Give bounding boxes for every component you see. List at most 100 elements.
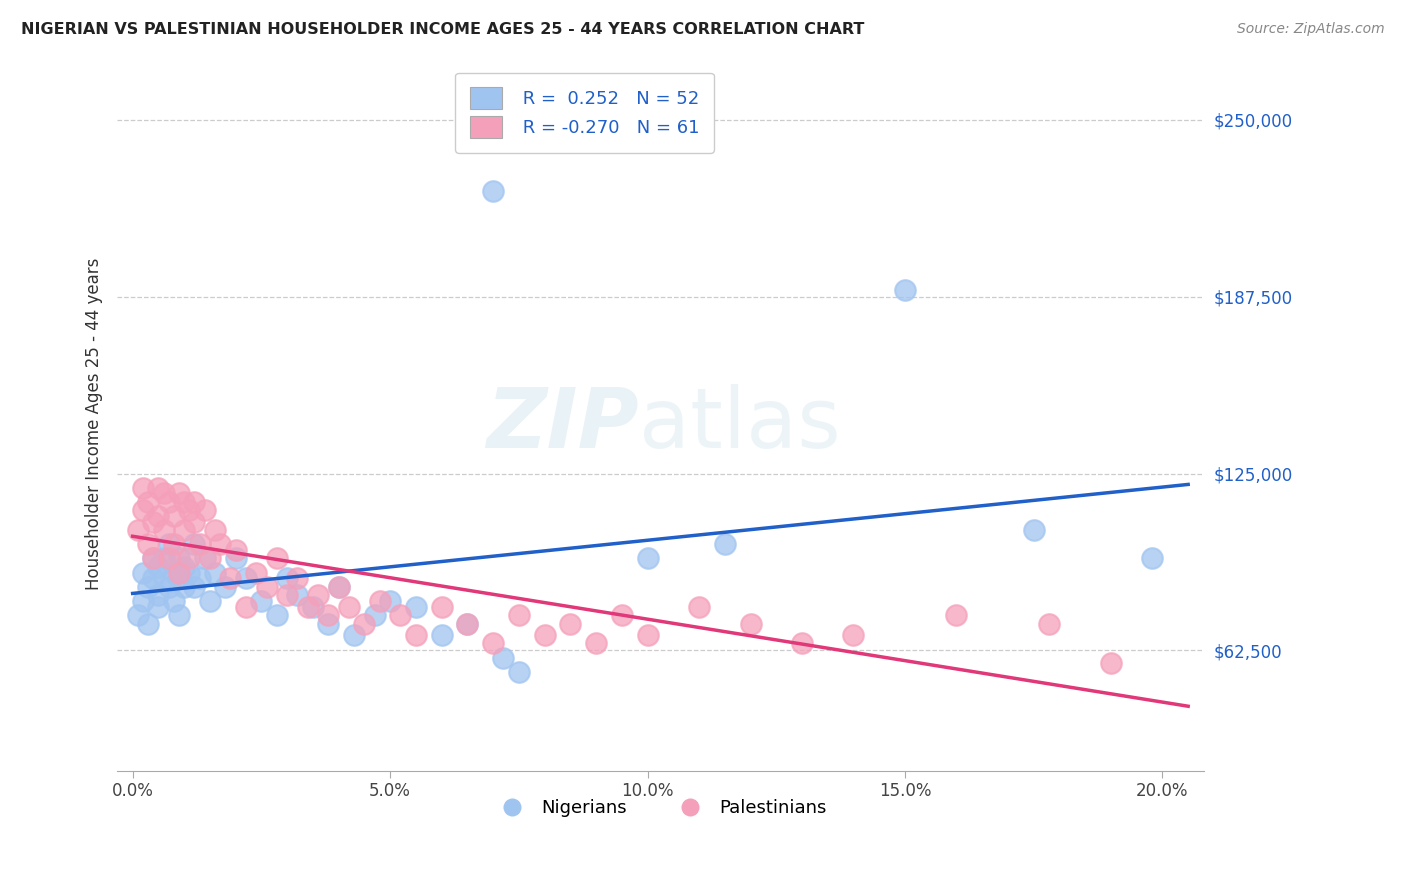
Point (157, 537, 180, 551)
Point (245, 566, 267, 580)
Point (163, 566, 186, 580)
Point (430, 628, 453, 642)
Point (430, 599, 453, 614)
Point (142, 571, 165, 585)
Point (637, 628, 659, 642)
Point (132, 481, 155, 495)
Point (142, 551, 165, 566)
Point (713, 537, 735, 551)
Point (266, 608, 288, 623)
Point (225, 551, 247, 566)
Point (157, 580, 180, 594)
Point (167, 551, 190, 566)
Point (363, 608, 385, 623)
Point (302, 599, 325, 614)
Point (173, 495, 195, 509)
Point (637, 551, 659, 566)
Point (307, 588, 329, 602)
Point (173, 560, 195, 574)
Text: atlas: atlas (638, 384, 841, 465)
Point (368, 594, 391, 608)
Point (179, 503, 201, 517)
Point (235, 571, 257, 585)
Point (152, 486, 174, 500)
Point (136, 580, 159, 594)
Point (214, 580, 236, 594)
Point (533, 628, 555, 642)
Point (188, 537, 211, 551)
Point (343, 628, 366, 642)
Point (328, 580, 350, 594)
Point (508, 608, 530, 623)
Point (183, 495, 205, 509)
Point (204, 523, 226, 537)
Y-axis label: Householder Income Ages 25 - 44 years: Householder Income Ages 25 - 44 years (86, 258, 103, 591)
Point (389, 608, 412, 623)
Point (688, 599, 710, 614)
Point (132, 503, 155, 517)
Point (287, 571, 309, 585)
Point (167, 566, 190, 580)
Point (148, 560, 170, 574)
Point (405, 628, 427, 642)
Point (945, 608, 967, 623)
Point (1099, 656, 1122, 670)
Point (136, 537, 159, 551)
Legend: Nigerians, Palestinians: Nigerians, Palestinians (486, 791, 834, 824)
Point (198, 551, 221, 566)
Point (148, 588, 170, 602)
Point (790, 636, 813, 650)
Point (179, 566, 201, 580)
Point (560, 616, 582, 631)
Point (183, 537, 205, 551)
Text: Source: ZipAtlas.com: Source: ZipAtlas.com (1237, 22, 1385, 37)
Point (297, 599, 319, 614)
Point (163, 509, 186, 524)
Point (148, 599, 170, 614)
Point (194, 503, 217, 517)
Point (157, 551, 180, 566)
Point (250, 594, 273, 608)
Point (353, 616, 375, 631)
Point (328, 580, 350, 594)
Point (316, 608, 339, 623)
Point (198, 594, 221, 608)
Point (225, 543, 247, 558)
Point (183, 515, 205, 529)
Point (194, 551, 217, 566)
Point (456, 616, 478, 631)
Point (266, 551, 288, 566)
Point (163, 594, 186, 608)
Point (276, 571, 298, 585)
Point (276, 588, 298, 602)
Point (585, 636, 607, 650)
Point (405, 599, 427, 614)
Point (1038, 616, 1060, 631)
Point (173, 523, 195, 537)
Point (163, 537, 186, 551)
Point (1022, 523, 1045, 537)
Point (842, 628, 865, 642)
Point (142, 551, 165, 566)
Point (148, 481, 170, 495)
Point (256, 580, 278, 594)
Point (167, 486, 190, 500)
Point (157, 495, 180, 509)
Point (337, 599, 360, 614)
Point (132, 594, 155, 608)
Point (148, 509, 170, 524)
Point (127, 608, 149, 623)
Point (456, 616, 478, 631)
Point (183, 580, 205, 594)
Point (204, 566, 226, 580)
Text: ZIP: ZIP (486, 384, 638, 465)
Point (740, 616, 762, 631)
Point (508, 665, 530, 679)
Point (235, 599, 257, 614)
Point (152, 551, 174, 566)
Point (316, 616, 339, 631)
Point (482, 636, 505, 650)
Point (142, 515, 165, 529)
Point (894, 283, 917, 297)
Point (132, 566, 155, 580)
